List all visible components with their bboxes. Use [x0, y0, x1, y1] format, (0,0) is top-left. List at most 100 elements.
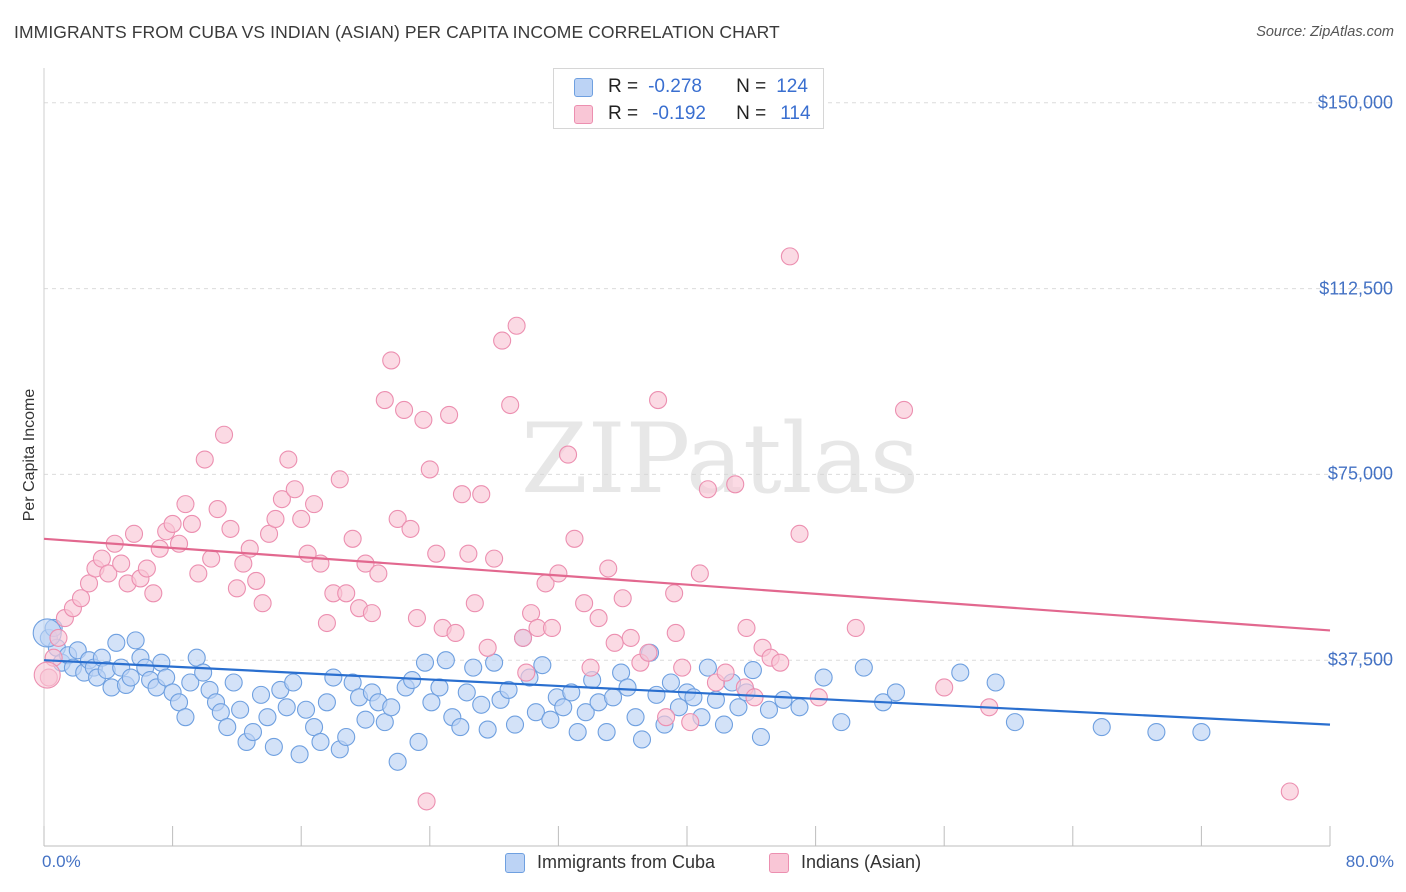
grid-layer	[44, 102, 1394, 661]
point-cuba	[541, 710, 560, 729]
point-cuba	[499, 680, 518, 699]
point-indian	[369, 564, 388, 583]
point-indian	[253, 594, 272, 613]
watermark: ZIPatlas	[521, 403, 919, 515]
point-cuba	[290, 745, 309, 764]
point-cuba	[457, 683, 476, 702]
point-indian	[279, 450, 298, 469]
point-cuba	[951, 663, 970, 682]
legend-n-value: 124	[776, 76, 808, 97]
point-cuba	[554, 698, 573, 717]
point-indian	[472, 485, 491, 504]
legend-n-label: N =	[736, 76, 767, 97]
point-indian	[599, 559, 618, 578]
point-indian	[737, 618, 756, 638]
point-cuba	[533, 656, 552, 675]
trend-layer	[43, 537, 1331, 726]
point-indian	[780, 247, 799, 266]
point-indian	[214, 425, 234, 444]
point-cuba	[669, 698, 689, 717]
y-tick-label: $112,500	[1319, 278, 1393, 299]
point-indian	[698, 480, 717, 499]
point-indian	[501, 395, 520, 415]
point-cuba	[107, 633, 126, 652]
point-cuba	[324, 668, 343, 687]
correlation-legend: R = -0.278 N = 124 R = -0.192 N = 114	[553, 68, 824, 129]
point-indian	[356, 554, 375, 573]
point-indian	[681, 713, 700, 732]
point-indian	[513, 628, 533, 647]
point-cuba	[121, 668, 140, 687]
point-cuba	[388, 752, 407, 771]
point-cuba	[1005, 713, 1024, 732]
series-legend-swatch-indian	[769, 852, 789, 873]
point-cuba	[356, 710, 375, 729]
point-indian	[507, 316, 526, 335]
legend-r-value: -0.278	[648, 76, 702, 97]
point-cuba	[311, 732, 330, 751]
series-legend-cuba: Immigrants from Cuba	[505, 852, 715, 873]
series-legend-label-cuba: Immigrants from Cuba	[537, 852, 716, 872]
point-cuba	[436, 651, 455, 670]
axis-layer	[43, 68, 1331, 847]
point-indian	[189, 564, 208, 583]
x-axis-max-label: 80.0%	[1345, 852, 1394, 871]
series-legend-swatch-cuba	[505, 852, 525, 873]
legend-r-label: R =	[608, 103, 639, 124]
point-cuba	[337, 727, 356, 747]
point-indian	[809, 688, 828, 707]
point-indian	[716, 663, 735, 682]
point-indian	[227, 579, 246, 598]
point-indian	[771, 653, 790, 672]
point-cuba	[258, 708, 277, 727]
point-cuba	[415, 653, 435, 672]
point-cuba	[698, 658, 717, 677]
series-legend: Immigrants from Cuba Indians (Asian)	[0, 852, 1406, 876]
point-indian	[465, 594, 484, 613]
point-indian	[517, 663, 536, 682]
point-indian	[182, 514, 201, 533]
trendline-indian	[43, 537, 1331, 632]
point-indian	[452, 485, 472, 504]
point-cuba	[422, 693, 441, 712]
point-indian	[478, 638, 497, 657]
point-cuba	[505, 715, 525, 734]
point-indian	[195, 450, 214, 469]
chart-title: IMMIGRANTS FROM CUBA VS INDIAN (ASIAN) P…	[14, 22, 780, 42]
point-indian	[99, 564, 118, 583]
point-indian	[337, 584, 356, 603]
point-indian	[790, 524, 809, 543]
point-indian	[745, 688, 764, 707]
point-cuba	[451, 718, 470, 737]
point-indian	[605, 633, 624, 652]
legend-r-value: -0.192	[652, 103, 706, 124]
point-cuba	[1092, 718, 1111, 737]
point-indian	[292, 509, 311, 529]
point-indian	[613, 589, 632, 608]
point-indian	[649, 391, 668, 410]
point-cuba	[430, 678, 449, 697]
point-indian	[362, 604, 381, 623]
point-cuba	[774, 690, 793, 709]
point-indian	[285, 480, 304, 499]
point-cuba	[568, 722, 587, 742]
point-indian	[407, 609, 426, 628]
point-indian	[665, 584, 684, 603]
point-indian	[846, 618, 865, 638]
legend-r-label: R =	[608, 76, 639, 97]
point-indian	[208, 500, 227, 519]
point-cuba	[759, 700, 779, 719]
point-cuba	[562, 683, 581, 702]
point-indian	[657, 708, 676, 727]
point-indian	[395, 400, 414, 420]
point-indian	[726, 475, 745, 494]
series-legend-indian: Indians (Asian)	[769, 852, 921, 873]
point-cuba	[176, 708, 195, 727]
point-indian	[459, 544, 478, 563]
point-indian	[388, 509, 407, 529]
point-cuba	[126, 631, 145, 650]
point-cuba	[224, 673, 243, 692]
point-cuba	[790, 698, 809, 717]
legend-swatch-cuba	[574, 77, 593, 97]
